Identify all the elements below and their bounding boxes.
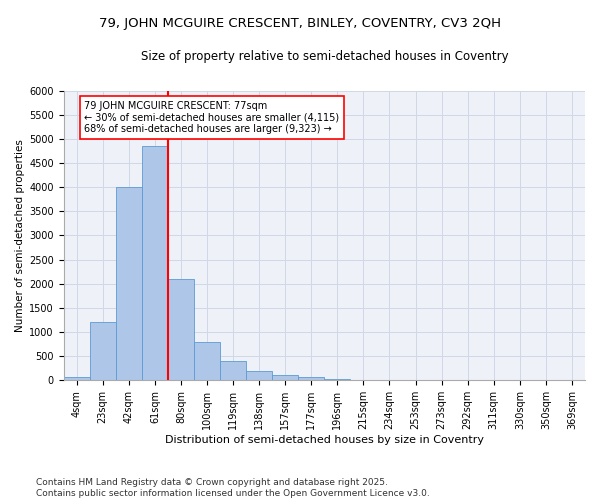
Text: Contains HM Land Registry data © Crown copyright and database right 2025.
Contai: Contains HM Land Registry data © Crown c…	[36, 478, 430, 498]
Bar	[246, 370, 272, 380]
Bar	[116, 187, 142, 380]
Bar	[194, 342, 220, 380]
Bar	[64, 377, 90, 380]
Bar	[220, 361, 246, 380]
Text: 79, JOHN MCGUIRE CRESCENT, BINLEY, COVENTRY, CV3 2QH: 79, JOHN MCGUIRE CRESCENT, BINLEY, COVEN…	[99, 18, 501, 30]
Bar	[325, 379, 350, 380]
Text: 79 JOHN MCGUIRE CRESCENT: 77sqm
← 30% of semi-detached houses are smaller (4,115: 79 JOHN MCGUIRE CRESCENT: 77sqm ← 30% of…	[85, 101, 340, 134]
Title: Size of property relative to semi-detached houses in Coventry: Size of property relative to semi-detach…	[140, 50, 508, 63]
Y-axis label: Number of semi-detached properties: Number of semi-detached properties	[15, 139, 25, 332]
Bar	[90, 322, 116, 380]
Bar	[272, 375, 298, 380]
Bar	[168, 279, 194, 380]
Bar	[298, 378, 325, 380]
Bar	[142, 146, 168, 380]
X-axis label: Distribution of semi-detached houses by size in Coventry: Distribution of semi-detached houses by …	[165, 435, 484, 445]
